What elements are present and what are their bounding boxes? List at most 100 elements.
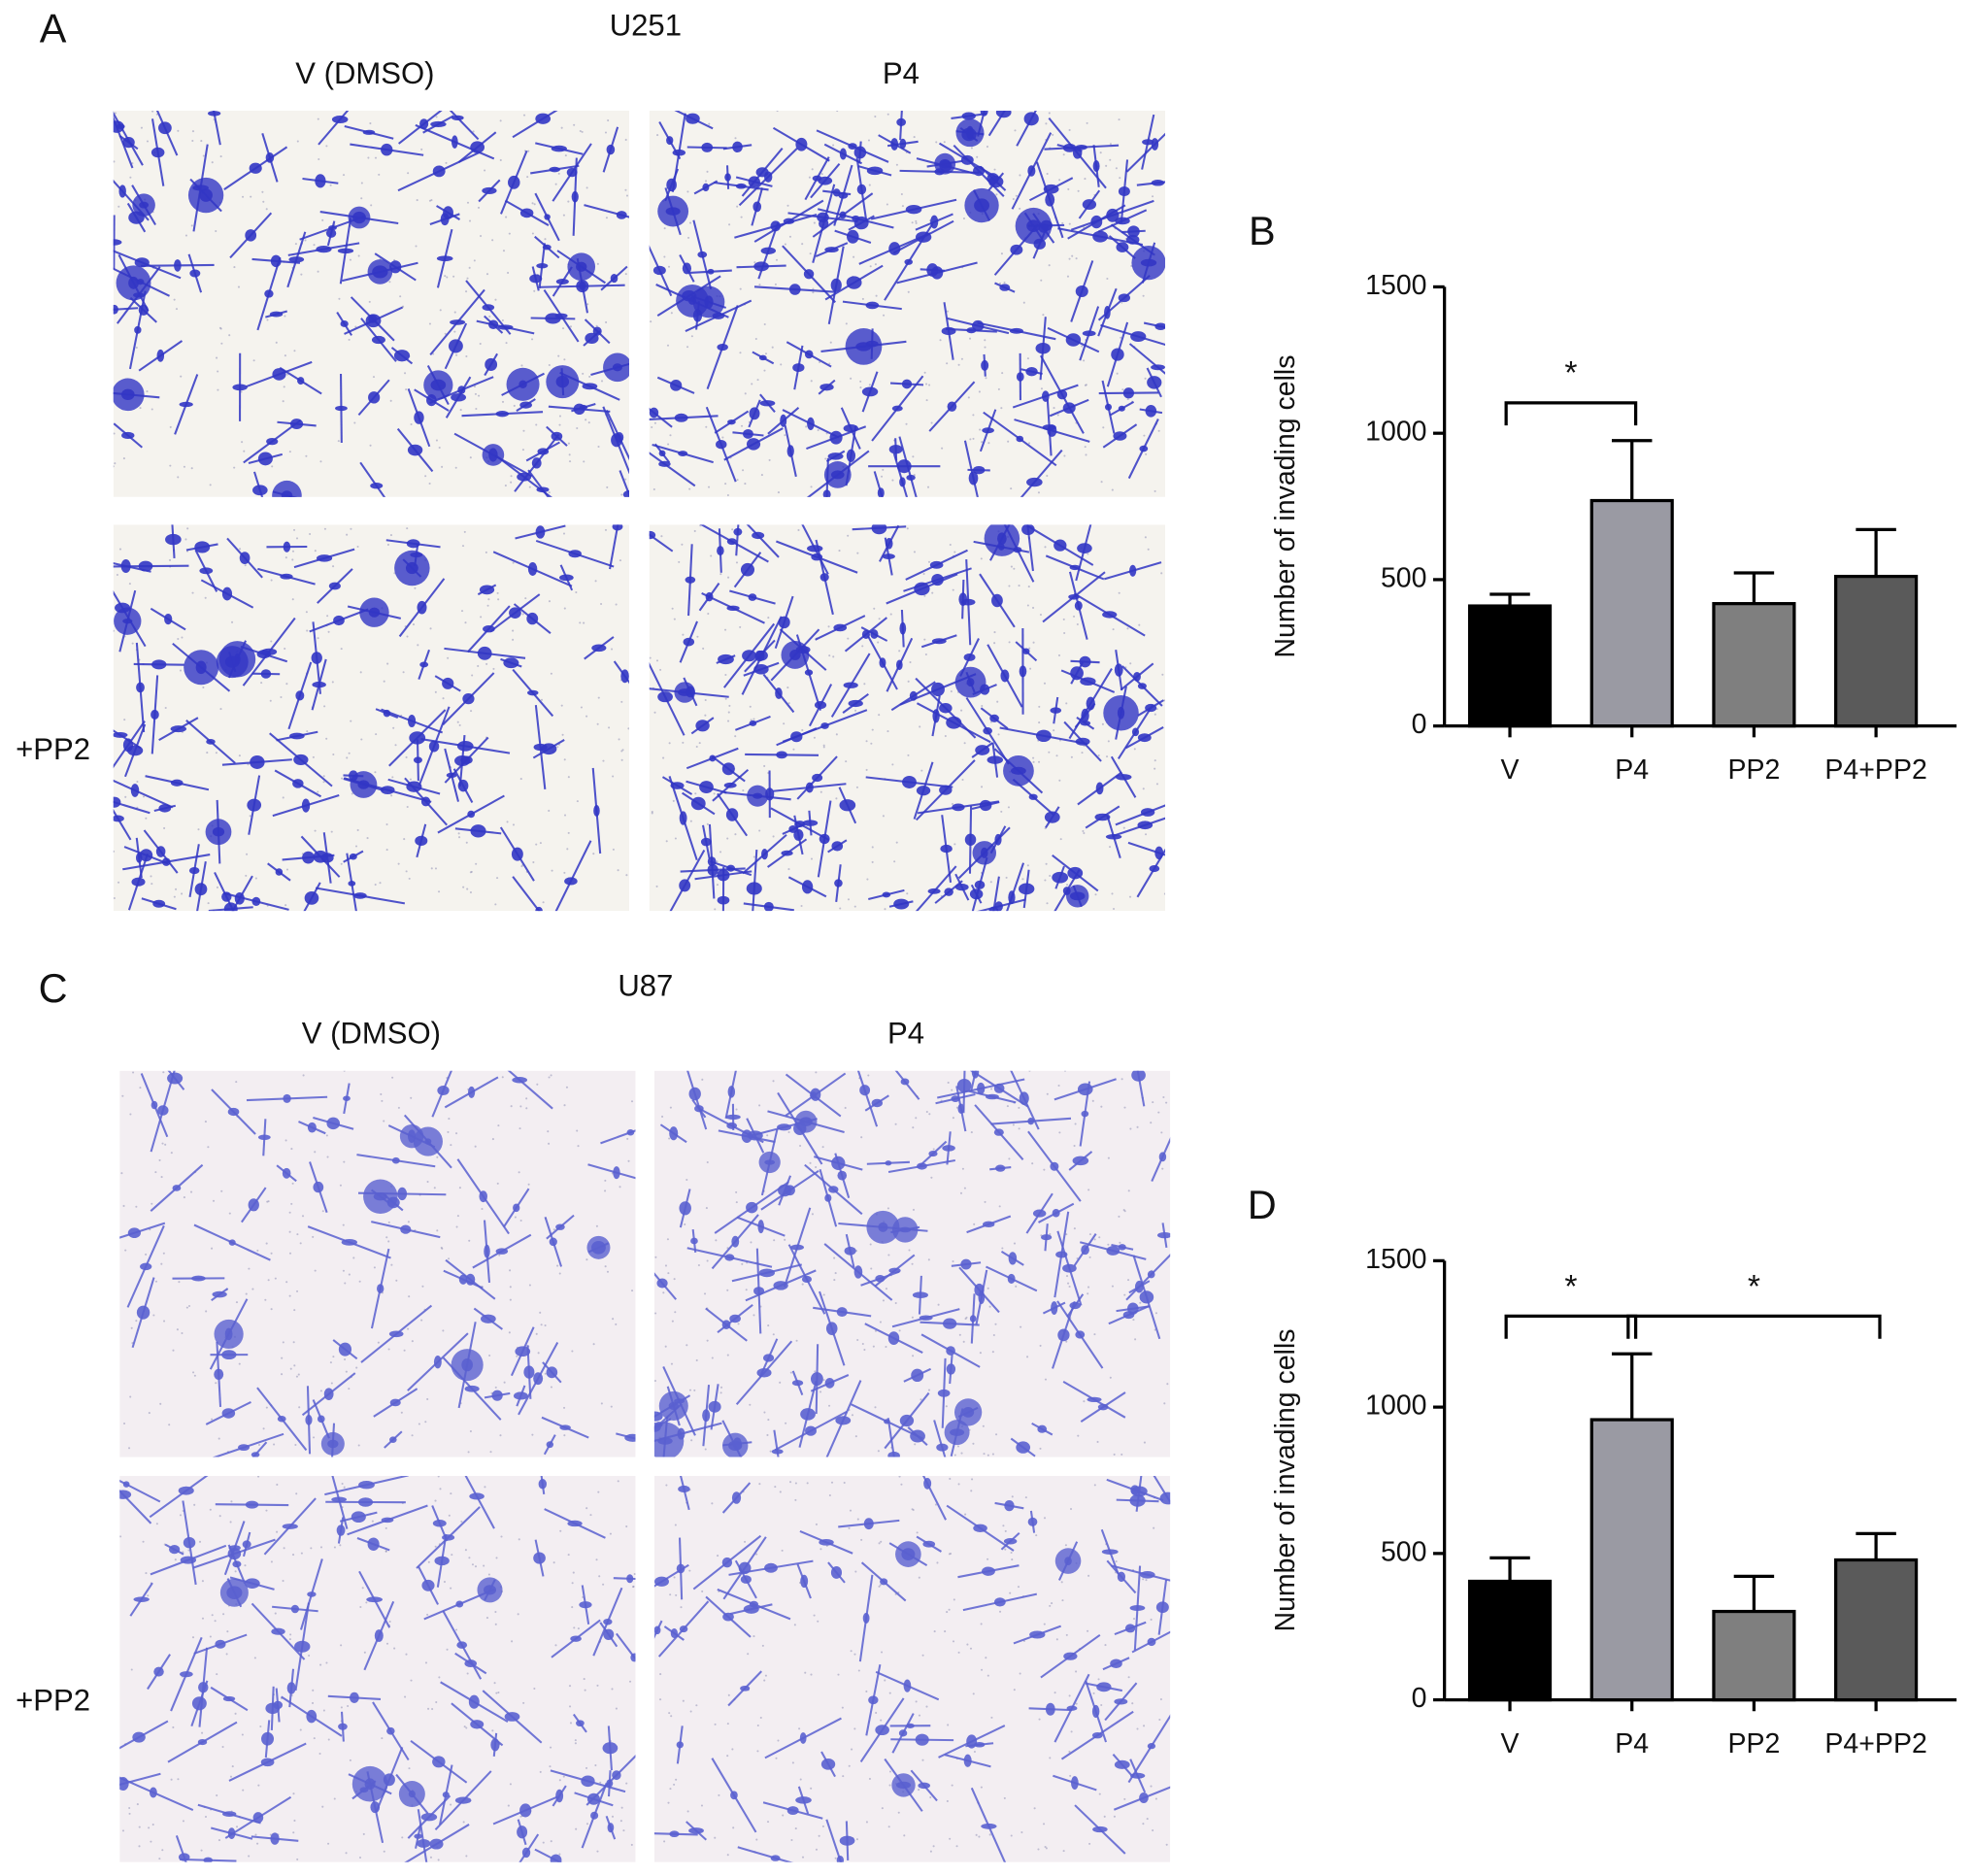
cell-body: [717, 895, 730, 905]
debris: [921, 1759, 924, 1761]
debris: [950, 689, 953, 693]
debris: [288, 1294, 291, 1297]
debris: [211, 1247, 214, 1250]
debris: [374, 771, 377, 774]
debris: [314, 1269, 317, 1272]
debris: [600, 1402, 603, 1405]
debris: [488, 315, 491, 318]
debris: [1159, 1698, 1162, 1701]
debris: [1046, 172, 1049, 176]
cell-body: [419, 661, 429, 668]
cell-body: [964, 833, 977, 846]
debris: [563, 1104, 566, 1107]
y-tick-label: 0: [1412, 709, 1427, 740]
cell-body: [887, 1451, 900, 1457]
debris: [473, 385, 477, 388]
debris: [1063, 631, 1066, 635]
debris: [556, 1264, 559, 1267]
debris: [832, 144, 835, 147]
debris: [399, 295, 402, 298]
debris: [475, 407, 478, 411]
debris: [378, 173, 381, 176]
debris: [138, 1845, 141, 1848]
debris: [726, 1289, 729, 1291]
debris: [540, 698, 543, 701]
cell-body: [221, 891, 232, 902]
debris: [291, 558, 294, 561]
debris: [995, 193, 998, 196]
debris: [789, 1371, 792, 1374]
debris: [291, 550, 295, 553]
cell-body: [305, 1414, 313, 1425]
cell-body: [521, 1847, 531, 1859]
debris: [984, 346, 986, 349]
debris: [1062, 618, 1065, 620]
cell-body: [870, 629, 879, 639]
debris: [952, 1117, 954, 1120]
debris: [745, 1289, 748, 1291]
cell-body: [1140, 1570, 1155, 1579]
debris: [845, 322, 848, 325]
debris: [256, 1842, 259, 1845]
cell-cluster: [398, 1781, 425, 1808]
debris: [191, 130, 195, 133]
debris: [123, 719, 126, 721]
debris: [819, 1390, 822, 1393]
debris: [209, 1635, 212, 1638]
cell-body: [483, 625, 495, 633]
y-axis-title: Number of invading cells: [1270, 1328, 1301, 1631]
debris: [238, 1362, 241, 1365]
debris: [544, 1323, 547, 1327]
debris: [944, 735, 947, 738]
debris: [439, 1488, 442, 1491]
debris: [528, 1284, 531, 1287]
debris: [604, 1179, 607, 1182]
cell-body: [832, 188, 841, 197]
debris: [296, 140, 299, 143]
debris: [458, 723, 461, 726]
debris: [563, 1406, 566, 1409]
cell-body: [535, 906, 543, 912]
debris: [400, 1411, 403, 1414]
debris: [1157, 429, 1160, 432]
cell-body: [937, 1389, 951, 1397]
cell-body: [741, 1129, 752, 1144]
debris: [226, 1630, 229, 1633]
cell-cluster: [216, 646, 249, 679]
cell-cluster: [219, 1578, 249, 1607]
debris: [949, 1477, 952, 1480]
cell-body: [610, 274, 619, 284]
cell-body: [794, 821, 806, 828]
debris: [193, 1374, 196, 1377]
cell-body: [916, 786, 931, 796]
debris: [332, 565, 335, 568]
debris: [772, 1080, 775, 1083]
debris: [374, 884, 377, 887]
cell-body: [919, 1315, 933, 1321]
debris: [1065, 1233, 1068, 1236]
debris: [1113, 1815, 1116, 1818]
debris: [659, 1698, 662, 1701]
debris: [517, 1613, 519, 1616]
debris: [1012, 197, 1015, 201]
debris: [554, 1644, 557, 1647]
cell-body: [966, 1734, 978, 1749]
debris: [288, 1638, 291, 1641]
cell-body: [261, 648, 278, 655]
debris: [321, 218, 324, 221]
cell-body: [961, 112, 976, 120]
debris: [150, 408, 153, 411]
debris: [874, 115, 877, 118]
cell-body: [152, 899, 166, 908]
debris: [1037, 1848, 1040, 1851]
cell-body: [454, 1796, 472, 1804]
debris: [1049, 874, 1052, 877]
debris: [561, 733, 564, 736]
debris: [158, 1158, 161, 1161]
debris: [758, 284, 761, 286]
debris: [442, 1329, 445, 1332]
debris: [744, 392, 747, 395]
debris: [299, 1728, 302, 1731]
debris: [313, 1436, 316, 1439]
debris: [1010, 1551, 1013, 1555]
